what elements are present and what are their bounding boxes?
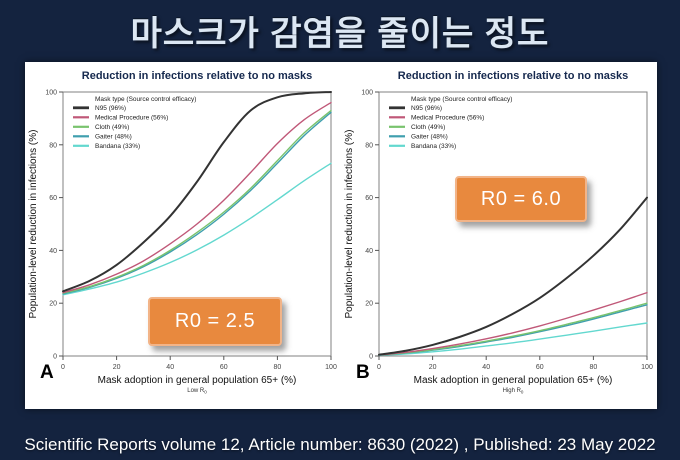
- y-axis-label: Population-level reduction in infections…: [28, 130, 39, 319]
- x-axis-sublabel: High R0: [503, 388, 524, 395]
- x-axis-label: Mask adoption in general population 65+ …: [414, 375, 613, 386]
- series-line-gaiter-48-: [62, 111, 332, 295]
- series-line-n95-96-: [62, 91, 332, 293]
- y-tick-label: 40: [49, 248, 57, 255]
- series-line-n95-96-: [378, 196, 648, 356]
- y-tick-label: 100: [45, 90, 57, 97]
- chart-panel-b: Reduction in infections relative to no m…: [341, 62, 657, 409]
- x-tick-label: 40: [166, 364, 174, 371]
- charts-panel: Reduction in infections relative to no m…: [25, 62, 657, 409]
- y-tick-label: 40: [365, 248, 373, 255]
- legend-title: Mask type (Source control efficacy): [95, 96, 196, 103]
- x-tick-label: 100: [641, 364, 653, 371]
- y-tick-label: 20: [365, 301, 373, 308]
- y-tick-label: 100: [361, 90, 373, 97]
- y-tick-label: 80: [49, 142, 57, 149]
- chart-title: Reduction in infections relative to no m…: [82, 70, 312, 82]
- legend-label: N95 (96%): [95, 105, 126, 112]
- y-tick-label: 80: [365, 142, 373, 149]
- page-title: 마스크가 감염을 줄이는 정도: [130, 15, 550, 53]
- series-line-medical-procedure-56-: [62, 101, 332, 294]
- x-tick-label: 0: [61, 364, 65, 371]
- legend-label: Gaiter (48%): [411, 134, 448, 141]
- x-tick-label: 40: [482, 364, 490, 371]
- series-line-medical-procedure-56-: [378, 291, 648, 356]
- x-tick-label: 80: [590, 364, 598, 371]
- y-tick-label: 60: [49, 195, 57, 202]
- x-tick-label: 60: [536, 364, 544, 371]
- panel-letter-b: B: [356, 362, 370, 383]
- legend-label: Gaiter (48%): [95, 134, 132, 141]
- x-tick-label: 80: [274, 364, 282, 371]
- y-tick-label: 20: [49, 301, 57, 308]
- series-line-cloth-49-: [62, 109, 332, 294]
- plot-area: [378, 91, 648, 357]
- r0-annotation-badge: R0 = 2.5: [148, 297, 282, 346]
- x-tick-label: 20: [113, 364, 121, 371]
- x-tick-label: 100: [325, 364, 337, 371]
- legend-label: Cloth (49%): [411, 124, 445, 131]
- legend-title: Mask type (Source control efficacy): [411, 96, 512, 103]
- panel-letter-a: A: [40, 362, 54, 383]
- legend-label: Cloth (49%): [95, 124, 129, 131]
- chart-title: Reduction in infections relative to no m…: [398, 70, 628, 82]
- series-line-bandana-33-: [62, 162, 332, 296]
- legend-label: N95 (96%): [411, 105, 442, 112]
- y-tick-label: 60: [365, 195, 373, 202]
- legend-label: Medical Procedure (56%): [95, 115, 168, 122]
- line-chart-low-r0: Reduction in infections relative to no m…: [28, 70, 337, 395]
- series-line-bandana-33-: [378, 322, 648, 356]
- y-axis-label: Population-level reduction in infections…: [344, 130, 355, 319]
- x-axis-sublabel: Low R0: [187, 388, 207, 395]
- x-axis-label: Mask adoption in general population 65+ …: [98, 375, 297, 386]
- legend-label: Medical Procedure (56%): [411, 115, 484, 122]
- r0-annotation-badge: R0 = 6.0: [455, 176, 587, 222]
- y-tick-label: 0: [53, 354, 57, 361]
- legend-label: Bandana (33%): [95, 143, 140, 150]
- series-line-cloth-49-: [378, 302, 648, 356]
- line-chart-high-r0: Reduction in infections relative to no m…: [344, 70, 653, 395]
- x-tick-label: 60: [220, 364, 228, 371]
- x-tick-label: 0: [377, 364, 381, 371]
- legend-label: Bandana (33%): [411, 143, 456, 150]
- citation-text: Scientific Reports volume 12, Article nu…: [24, 435, 656, 454]
- x-tick-label: 20: [429, 364, 437, 371]
- chart-panel-a: Reduction in infections relative to no m…: [25, 62, 341, 409]
- y-tick-label: 0: [369, 354, 373, 361]
